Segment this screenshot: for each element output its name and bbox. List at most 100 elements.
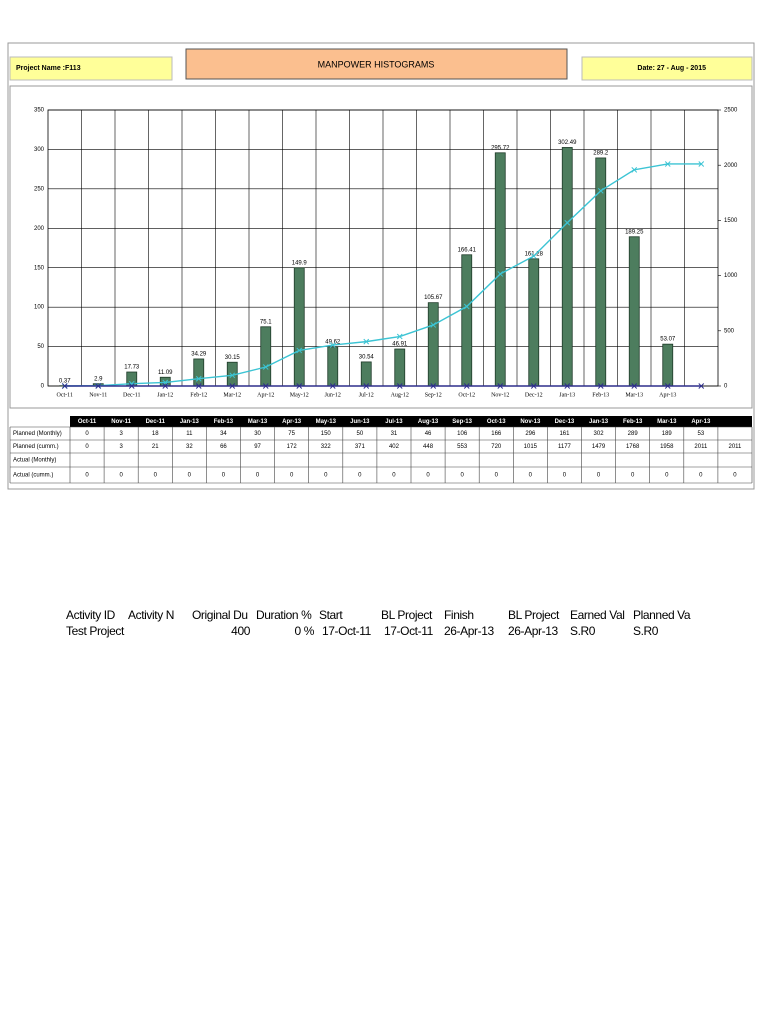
bar: [628, 236, 640, 387]
line-marker: [229, 372, 236, 379]
table-cell: 2011: [694, 444, 708, 450]
x-tick-label: Mar-12: [223, 392, 241, 398]
table-cell: 371: [355, 444, 366, 450]
line-marker: [698, 383, 705, 389]
y-tick-label: 100: [34, 305, 45, 311]
y-tick-label: 0: [41, 384, 45, 390]
bar: [461, 254, 473, 387]
y2-tick-label: 2500: [724, 108, 738, 114]
title: MANPOWER HISTOGRAMS: [318, 59, 435, 69]
line-marker: [262, 364, 269, 370]
activity-header: Activity N: [128, 608, 174, 622]
bar-label: 302.49: [558, 140, 577, 146]
x-tick-label: Aug-12: [391, 392, 409, 398]
line-marker: [564, 383, 571, 389]
table-cell: 30: [254, 431, 261, 437]
activity-header: Finish: [444, 608, 474, 622]
table-cell: 0: [426, 473, 430, 479]
activity-header: Original Du: [192, 608, 248, 622]
table-header: Apr-13: [282, 419, 302, 425]
line-marker: [430, 322, 437, 328]
table-cell: 1958: [660, 444, 674, 450]
table-cell: 34: [220, 431, 227, 437]
table-cell: 0: [699, 473, 703, 479]
table-cell: 53: [698, 431, 705, 437]
x-tick-label: Feb-13: [592, 392, 609, 398]
bar-label: 75.1: [260, 319, 272, 325]
line-marker: [664, 161, 671, 167]
activity-header: Start: [319, 608, 343, 622]
table-header: Jan-13: [589, 419, 609, 425]
bar-label: 11.09: [158, 370, 173, 376]
line-marker: [396, 383, 403, 389]
table-cell: 0: [222, 473, 226, 479]
table-cell: 402: [389, 444, 400, 450]
y2-tick-label: 1000: [724, 273, 738, 279]
line-marker: [363, 383, 370, 389]
bar-label: 289.2: [593, 151, 609, 157]
row-label: Actual (Monthly): [13, 458, 56, 464]
table-cell: 172: [287, 444, 298, 450]
y2-tick-label: 1500: [724, 218, 738, 224]
bar: [327, 346, 339, 387]
bar: [193, 358, 205, 387]
line-marker: [229, 383, 236, 389]
y-tick-label: 250: [34, 186, 45, 192]
bar-label: 189.25: [625, 229, 644, 235]
line-marker: [162, 383, 169, 389]
table-cell: 18: [152, 431, 159, 437]
x-tick-label: Jan-12: [157, 392, 173, 398]
bar-label: 30.54: [359, 354, 375, 360]
x-tick-label: Apr-13: [659, 392, 676, 398]
table-cell: 150: [321, 431, 332, 437]
line-marker: [631, 166, 638, 173]
bar: [528, 258, 540, 387]
table-cell: 11: [186, 431, 193, 437]
line-marker: [597, 187, 604, 194]
line-marker: [597, 383, 604, 389]
table-cell: 46: [425, 431, 432, 437]
title-box: [185, 48, 568, 80]
table-cell: 0: [460, 473, 464, 479]
table-cell: 0: [85, 473, 89, 479]
bar: [394, 348, 406, 387]
table-cell: 448: [423, 444, 434, 450]
table-header: Dec-13: [555, 419, 575, 425]
table-cell: 720: [491, 444, 502, 450]
table-header: Dec-11: [146, 419, 166, 425]
x-tick-label: May-12: [290, 392, 309, 398]
bar-label: 295.72: [491, 145, 510, 151]
project-name: Project Name :F113: [16, 65, 81, 72]
table-cell: 0: [529, 473, 533, 479]
bar: [595, 157, 607, 387]
table-cell: 289: [628, 431, 639, 437]
line-marker: [95, 383, 102, 389]
line-marker: [463, 303, 470, 310]
x-tick-label: Jan-13: [559, 392, 575, 398]
x-tick-label: Jun-12: [325, 392, 341, 398]
line-marker: [195, 375, 202, 382]
bar-label: 161.28: [525, 251, 544, 257]
y2-tick-label: 2000: [724, 163, 738, 169]
activity-cell: 26-Apr-13: [508, 624, 558, 638]
x-tick-label: Apr-12: [257, 392, 274, 398]
x-tick-label: Oct-11: [57, 392, 73, 398]
activity-cell: Test Project: [66, 624, 125, 638]
table-cell: 322: [321, 444, 332, 450]
table-cell: 0: [188, 473, 192, 479]
bar-label: 53.07: [660, 337, 676, 343]
table-header: Mar-13: [657, 419, 677, 425]
table-cell: 3: [119, 431, 123, 437]
table-cell: 106: [457, 431, 468, 437]
project-box: [9, 56, 173, 81]
line-marker: [497, 271, 504, 277]
bar: [494, 152, 506, 387]
activity-header: BL Project: [508, 608, 560, 622]
x-tick-label: Nov-12: [491, 392, 509, 398]
table-header: Aug-13: [418, 419, 439, 425]
bar: [662, 343, 674, 387]
table-cell: 1177: [558, 444, 572, 450]
table-header: Feb-13: [623, 419, 643, 425]
bar-label: 2.9: [94, 376, 103, 382]
